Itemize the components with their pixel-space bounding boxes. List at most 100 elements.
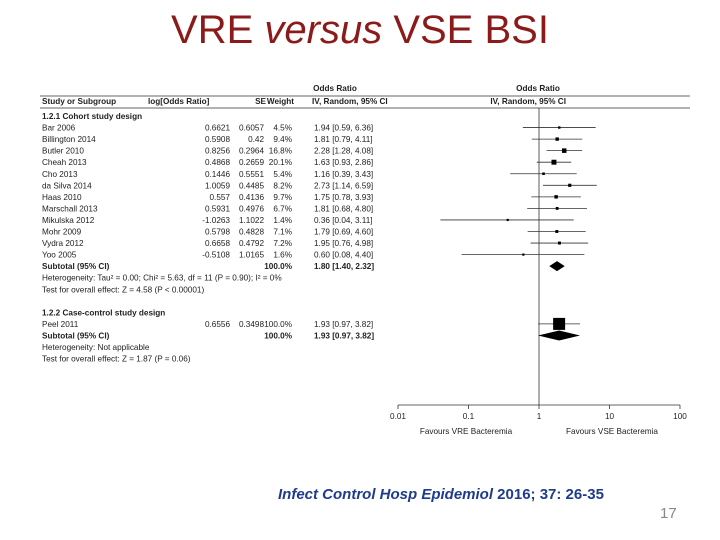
study-weight: 4.5% [273, 124, 292, 133]
study-weight: 5.4% [273, 170, 292, 179]
study-name: Marschall 2013 [42, 204, 98, 213]
study-log-or: 0.4868 [205, 158, 230, 167]
header-odds-ratio-right: Odds Ratio [516, 84, 560, 93]
col-study-header: Study or Subgroup [42, 97, 116, 106]
study-name: da Silva 2014 [42, 181, 92, 190]
study-weight: 8.2% [273, 181, 292, 190]
study-se: 1.0165 [239, 251, 264, 260]
subtotal-weight: 100.0% [264, 262, 292, 271]
effect-square [554, 195, 558, 199]
study-weight: 16.8% [269, 147, 292, 156]
study-log-or: 0.6621 [205, 124, 230, 133]
study-se: 0.5551 [239, 170, 264, 179]
study-log-or: 0.5931 [205, 204, 230, 213]
study-name: Butler 2010 [42, 147, 84, 156]
study-name: Mohr 2009 [42, 228, 82, 237]
citation: Infect Control Hosp Epidemiol 2016; 37: … [278, 486, 604, 503]
study-se: 0.4136 [239, 193, 264, 202]
study-or-ci: 0.36 [0.04, 3.11] [314, 216, 373, 225]
col-logor-header: log[Odds Ratio] [148, 97, 210, 106]
study-name: Haas 2010 [42, 193, 82, 202]
study-weight: 1.4% [273, 216, 292, 225]
study-log-or: 0.1446 [205, 170, 230, 179]
study-log-or: 0.6658 [205, 239, 230, 248]
x-tick-label: 10 [605, 412, 615, 421]
study-or-ci: 1.75 [0.78, 3.93] [314, 193, 373, 202]
effect-square [542, 172, 545, 176]
effect-square [551, 159, 557, 165]
study-name: Bar 2006 [42, 124, 76, 133]
effect-square [506, 218, 509, 222]
study-name: Billington 2014 [42, 135, 96, 144]
x-tick-label: 1 [537, 412, 542, 421]
group-title: 1.2.1 Cohort study design [42, 112, 142, 121]
effect-square [557, 241, 561, 245]
x-tick-label: 0.01 [390, 412, 406, 421]
study-log-or: 0.8256 [205, 147, 230, 156]
study-se: 0.2964 [239, 147, 264, 156]
effect-square [522, 253, 525, 256]
effect-square [555, 137, 559, 141]
study-or-ci: 1.81 [0.68, 4.80] [314, 204, 373, 213]
favours-left-label: Favours VRE Bacteremia [420, 427, 513, 436]
study-log-or: 0.5908 [205, 135, 230, 144]
study-log-or: 1.0059 [205, 181, 230, 190]
overall-effect-text: Test for overall effect: Z = 4.58 (P < 0… [42, 285, 204, 294]
col-ci-left-header: IV, Random, 95% CI [312, 97, 388, 106]
study-or-ci: 0.60 [0.08, 4.40] [314, 251, 373, 260]
subtotal-weight: 100.0% [264, 331, 292, 340]
study-se: 0.4792 [239, 239, 264, 248]
study-weight: 20.1% [269, 158, 292, 167]
study-name: Yoo 2005 [42, 251, 77, 260]
study-se: 1.1022 [239, 216, 264, 225]
subtotal-or-ci: 1.80 [1.40, 2.32] [314, 262, 374, 271]
study-or-ci: 1.94 [0.59, 6.36] [314, 124, 373, 133]
study-weight: 9.7% [273, 193, 292, 202]
col-se-header: SE [255, 97, 266, 106]
overall-effect-text: Test for overall effect: Z = 1.87 (P = 0… [42, 355, 191, 364]
heterogeneity-text: Heterogeneity: Not applicable [42, 343, 150, 352]
effect-square [555, 230, 559, 233]
group-title: 1.2.2 Case-control study design [42, 308, 165, 317]
study-log-or: 0.5798 [205, 228, 230, 237]
study-or-ci: 1.63 [0.93, 2.86] [314, 158, 373, 167]
study-se: 0.4976 [239, 204, 264, 213]
study-or-ci: 1.95 [0.76, 4.98] [314, 239, 373, 248]
study-log-or: 0.6556 [205, 320, 230, 329]
slide-number: 17 [660, 505, 677, 522]
header-odds-ratio-left: Odds Ratio [313, 84, 357, 93]
effect-square [555, 206, 559, 210]
study-se: 0.3498 [239, 320, 264, 329]
study-se: 0.42 [248, 135, 264, 144]
effect-square [561, 148, 567, 153]
study-or-ci: 1.79 [0.69, 4.60] [314, 228, 373, 237]
subtotal-label: Subtotal (95% CI) [42, 331, 110, 340]
study-weight: 9.4% [273, 135, 292, 144]
effect-square [568, 183, 572, 187]
study-weight: 7.2% [273, 239, 292, 248]
study-or-ci: 1.16 [0.39, 3.43] [314, 170, 373, 179]
col-weight-header: Weight [267, 97, 294, 106]
heterogeneity-text: Heterogeneity: Tau² = 0.00; Chi² = 5.63,… [42, 274, 282, 283]
study-name: Peel 2011 [42, 320, 79, 329]
study-name: Vydra 2012 [42, 239, 84, 248]
study-se: 0.2659 [239, 158, 264, 167]
study-log-or: 0.557 [210, 193, 231, 202]
effect-square [553, 317, 566, 330]
study-weight: 1.6% [273, 251, 292, 260]
x-tick-label: 100 [673, 412, 687, 421]
col-ci-right-header: IV, Random, 95% CI [490, 97, 566, 106]
study-weight: 6.7% [273, 204, 292, 213]
x-tick-label: 0.1 [463, 412, 475, 421]
study-name: Cheah 2013 [42, 158, 87, 167]
favours-right-label: Favours VSE Bacteremia [566, 427, 658, 436]
study-log-or: -1.0263 [202, 216, 230, 225]
study-or-ci: 1.81 [0.79, 4.11] [314, 135, 373, 144]
effect-square [558, 126, 561, 129]
study-or-ci: 1.93 [0.97, 3.82] [314, 320, 373, 329]
study-name: Mikulska 2012 [42, 216, 95, 225]
study-name: Cho 2013 [42, 170, 78, 179]
study-log-or: -0.5108 [202, 251, 230, 260]
study-or-ci: 2.73 [1.14, 6.59] [314, 181, 373, 190]
